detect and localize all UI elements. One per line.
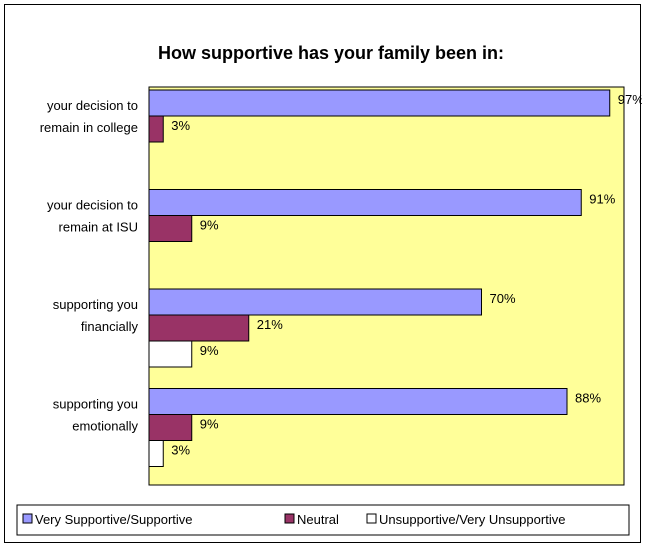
legend-label: Unsupportive/Very Unsupportive	[379, 512, 565, 527]
data-label: 3%	[171, 118, 190, 133]
data-label: 70%	[490, 291, 516, 306]
bar	[148, 288, 482, 316]
bar	[148, 115, 164, 143]
legend-swatch	[366, 513, 377, 524]
category-labels: your decision to remain in college your de…	[40, 98, 139, 434]
legend-label: Neutral	[297, 512, 339, 527]
legend-label: Very Supportive/Supportive	[35, 512, 193, 527]
data-label: 9%	[200, 218, 219, 233]
bar-chart: How supportive has your family been in: …	[16, 43, 644, 536]
data-label: 9%	[200, 343, 219, 358]
data-label: 3%	[171, 443, 190, 458]
plot-area	[148, 86, 625, 486]
legend-swatch	[22, 513, 33, 524]
category-label: remain in college	[40, 120, 138, 135]
data-label: 9%	[200, 417, 219, 432]
bar	[148, 314, 250, 342]
data-label: 21%	[257, 317, 283, 332]
category-label: emotionally	[72, 419, 138, 434]
bar	[148, 215, 193, 242]
data-label: 97%	[618, 92, 642, 107]
bar	[148, 440, 164, 467]
legend	[16, 504, 630, 536]
category-label: remain at ISU	[59, 220, 138, 235]
legend-items: Very Supportive/Supportive Neutral Unsuppo…	[22, 512, 565, 527]
legend-swatch	[284, 513, 295, 524]
chart-frame: How supportive has your family been in: …	[4, 4, 644, 543]
bars	[148, 89, 611, 467]
category-label: your decision to	[47, 98, 138, 113]
bar	[148, 340, 193, 368]
bar	[148, 189, 582, 216]
data-label: 91%	[589, 192, 615, 207]
category-label: supporting you	[53, 397, 138, 412]
data-label: 88%	[575, 391, 601, 406]
bar	[148, 414, 193, 441]
bar	[148, 89, 611, 117]
category-label: financially	[81, 319, 139, 334]
category-label: supporting you	[53, 297, 138, 312]
bar	[148, 388, 568, 415]
chart-title: How supportive has your family been in:	[158, 43, 504, 63]
category-label: your decision to	[47, 198, 138, 213]
value-labels: 97% 3% 91% 9% 70% 21% 9% 88% 9% 3%	[171, 92, 644, 458]
